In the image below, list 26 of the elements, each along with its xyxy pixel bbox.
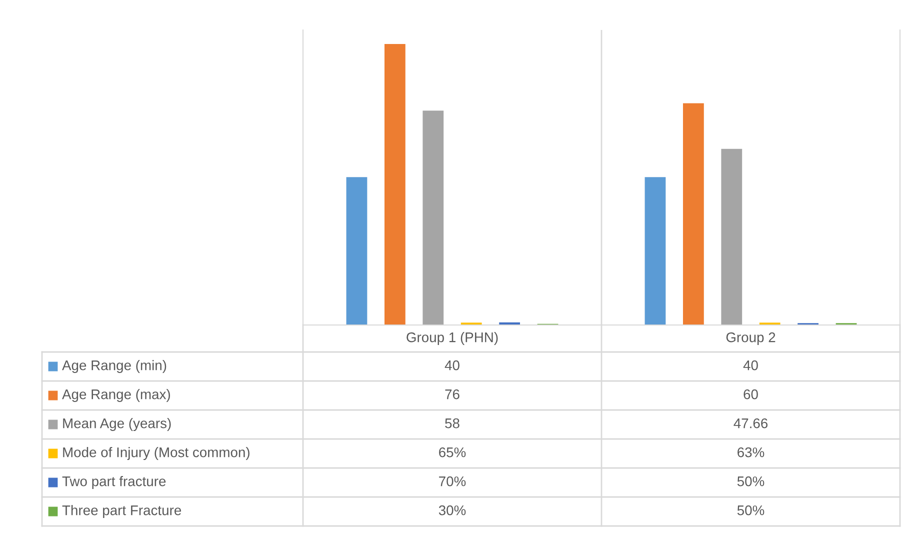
x-tick-label: Group 1 (PHN) — [406, 332, 498, 345]
data-label: 50% — [737, 476, 764, 486]
data-label: 47.66 — [734, 418, 768, 428]
bar — [721, 148, 742, 325]
legend-label: Two part fracture — [62, 476, 166, 489]
bar — [346, 177, 368, 325]
data-label: 40 — [743, 360, 758, 370]
data-label: 63% — [738, 447, 764, 458]
data-label: 40 — [444, 360, 460, 370]
legend-label: Mean Age (years) — [63, 418, 171, 431]
legend-label: Age Range (min) — [62, 360, 166, 373]
bar — [682, 103, 704, 325]
data-label: 58 — [445, 418, 460, 428]
bar — [384, 44, 406, 325]
data-label: 70% — [439, 476, 466, 486]
data-label: 50% — [737, 505, 764, 516]
data-label: 60 — [744, 389, 758, 400]
bar — [422, 110, 444, 325]
bar — [644, 177, 666, 325]
data-label: 76 — [445, 389, 460, 400]
x-tick-label: Group 2 — [726, 332, 776, 345]
legend-label: Mode of Injury (Most common) — [63, 447, 250, 460]
data-label: 65% — [439, 447, 466, 458]
legend-label: Three part Fracture — [62, 505, 182, 518]
legend-label: Age Range (max) — [62, 389, 170, 402]
data-label: 30% — [438, 505, 466, 516]
